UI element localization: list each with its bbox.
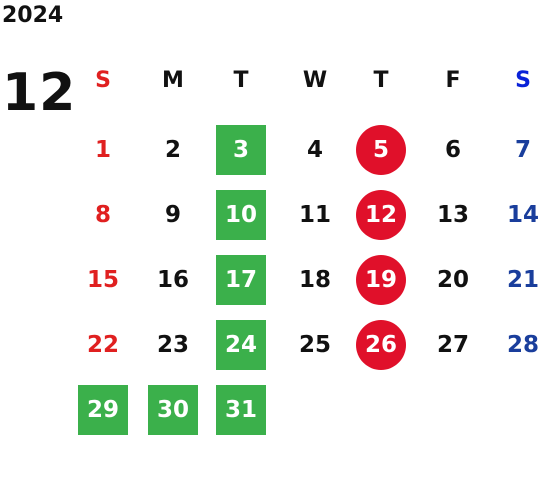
day-cell-16[interactable]: 16 — [156, 267, 189, 293]
weekday-header-wed: W — [302, 67, 328, 93]
day-cell-29[interactable]: 29 — [78, 385, 128, 435]
day-cell-6[interactable]: 6 — [444, 137, 461, 163]
month-number: 12 — [2, 63, 77, 123]
day-cell-23[interactable]: 23 — [156, 332, 189, 358]
day-cell-7[interactable]: 7 — [514, 137, 531, 163]
day-cell-4[interactable]: 4 — [306, 137, 323, 163]
day-cell-26[interactable]: 26 — [356, 320, 406, 370]
day-cell-28[interactable]: 28 — [506, 332, 539, 358]
weekday-header-sun: S — [95, 67, 111, 93]
day-cell-31[interactable]: 31 — [216, 385, 266, 435]
day-cell-21[interactable]: 21 — [506, 267, 539, 293]
day-cell-11[interactable]: 11 — [298, 202, 331, 228]
day-cell-18[interactable]: 18 — [298, 267, 331, 293]
weekday-header-fri: F — [445, 67, 461, 93]
day-cell-15[interactable]: 15 — [86, 267, 119, 293]
day-cell-20[interactable]: 20 — [436, 267, 469, 293]
weekday-header-thu: T — [373, 67, 389, 93]
year-label: 2024 — [2, 3, 64, 28]
day-cell-2[interactable]: 2 — [164, 137, 181, 163]
day-cell-17[interactable]: 17 — [216, 255, 266, 305]
weekday-header-mon: M — [162, 67, 184, 93]
weekday-header-tue: T — [233, 67, 249, 93]
day-cell-10[interactable]: 10 — [216, 190, 266, 240]
day-cell-24[interactable]: 24 — [216, 320, 266, 370]
day-cell-27[interactable]: 27 — [436, 332, 469, 358]
day-cell-13[interactable]: 13 — [436, 202, 469, 228]
day-cell-8[interactable]: 8 — [94, 202, 111, 228]
day-cell-25[interactable]: 25 — [298, 332, 331, 358]
day-cell-30[interactable]: 30 — [148, 385, 198, 435]
day-cell-9[interactable]: 9 — [164, 202, 181, 228]
day-cell-5[interactable]: 5 — [356, 125, 406, 175]
day-cell-12[interactable]: 12 — [356, 190, 406, 240]
day-cell-14[interactable]: 14 — [506, 202, 539, 228]
day-cell-1[interactable]: 1 — [94, 137, 111, 163]
weekday-header-sat: S — [515, 67, 531, 93]
day-cell-22[interactable]: 22 — [86, 332, 119, 358]
day-cell-19[interactable]: 19 — [356, 255, 406, 305]
day-cell-3[interactable]: 3 — [216, 125, 266, 175]
